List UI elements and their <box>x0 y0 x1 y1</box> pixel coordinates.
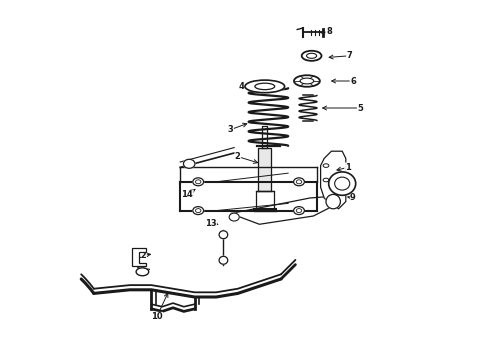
Text: 12: 12 <box>135 251 147 260</box>
Ellipse shape <box>329 172 356 195</box>
Ellipse shape <box>302 51 321 61</box>
Text: 3: 3 <box>228 125 233 134</box>
Ellipse shape <box>193 207 204 215</box>
Ellipse shape <box>183 159 195 168</box>
Bar <box>258 148 271 191</box>
Text: 14: 14 <box>181 190 193 199</box>
Text: 11: 11 <box>135 267 147 276</box>
Ellipse shape <box>255 83 275 90</box>
Ellipse shape <box>300 78 314 84</box>
Ellipse shape <box>229 213 239 221</box>
Text: 8: 8 <box>326 27 332 36</box>
Polygon shape <box>320 151 346 209</box>
Text: 13: 13 <box>205 219 217 228</box>
Text: 7: 7 <box>346 51 352 60</box>
Polygon shape <box>132 248 146 266</box>
Text: 6: 6 <box>350 77 356 85</box>
Ellipse shape <box>219 231 228 239</box>
Text: 9: 9 <box>350 194 356 202</box>
Ellipse shape <box>294 178 304 186</box>
Ellipse shape <box>219 256 228 264</box>
Ellipse shape <box>335 177 350 190</box>
Ellipse shape <box>136 268 148 276</box>
Ellipse shape <box>307 53 317 58</box>
Ellipse shape <box>294 75 320 87</box>
Text: 10: 10 <box>151 312 163 321</box>
Ellipse shape <box>193 178 204 186</box>
Text: 5: 5 <box>357 104 363 112</box>
Circle shape <box>326 194 341 209</box>
Text: 4: 4 <box>239 82 245 91</box>
Text: 2: 2 <box>235 152 241 161</box>
Text: 1: 1 <box>344 163 350 172</box>
Ellipse shape <box>294 207 304 215</box>
Ellipse shape <box>245 80 285 93</box>
Polygon shape <box>231 196 333 224</box>
